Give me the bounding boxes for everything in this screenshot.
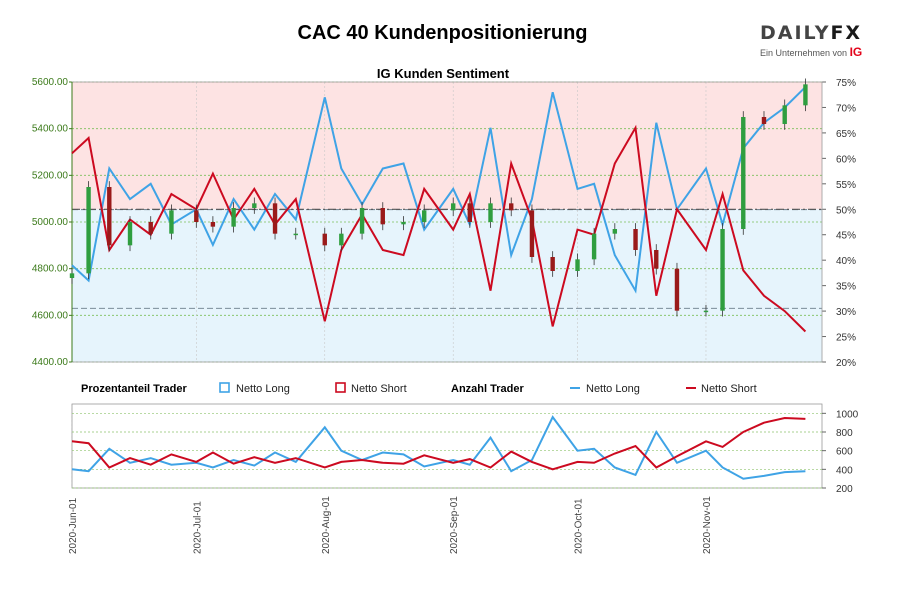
- x-tick-label: 2020-Sep-01: [449, 496, 460, 554]
- series-netto-long-count: [71, 415, 806, 480]
- brand-tagline-text: Ein Unternehmen von: [760, 48, 848, 58]
- y-right-tick: 75%: [836, 78, 856, 89]
- candle-body: [591, 233, 597, 260]
- x-tick-label: 2020-Aug-01: [321, 496, 332, 554]
- y-left-tick: 4400.00: [32, 357, 69, 368]
- series-netto-short-pct: [71, 124, 807, 333]
- y-left-tick: 5400.00: [32, 124, 69, 135]
- legend-label-long-count: Netto Long: [586, 383, 640, 395]
- brand-name: DAILYFX: [760, 22, 870, 44]
- page-title: CAC 40 Kundenpositionierung: [297, 22, 588, 44]
- legend-group-percent: Prozentanteil Trader: [81, 383, 187, 395]
- y-left-tick: 4800.00: [32, 264, 69, 275]
- candle-body: [69, 273, 75, 278]
- legend-swatch-short-pct: [335, 382, 346, 393]
- y-right-tick: 70%: [836, 103, 856, 114]
- brand-name-part2: FX: [830, 22, 863, 44]
- candle-body: [339, 233, 344, 246]
- candle-body: [575, 259, 580, 271]
- candle-body: [272, 203, 278, 234]
- candle-body: [612, 229, 618, 234]
- candle-body: [741, 117, 746, 229]
- candle-body: [322, 233, 327, 246]
- candle-body: [86, 187, 91, 274]
- brand-tagline: Ein Unternehmen von IG: [760, 45, 870, 59]
- legend-label-short-count: Netto Short: [701, 383, 757, 395]
- candle-body: [654, 250, 659, 269]
- candle-body: [782, 105, 787, 124]
- candle-body: [210, 222, 216, 227]
- candle-body: [169, 210, 174, 234]
- count-panel-frame: [71, 403, 823, 489]
- y-right-tick: 55%: [836, 180, 856, 191]
- chart-subtitle: IG Kunden Sentiment: [377, 66, 510, 81]
- y-right-tick: 40%: [836, 256, 856, 267]
- candle-body: [703, 310, 709, 313]
- brand-name-part1: DAILY: [760, 22, 831, 44]
- legend-label-long-pct: Netto Long: [236, 383, 290, 395]
- count-y-tick: 1000: [836, 409, 859, 420]
- candle-body: [127, 222, 133, 246]
- candle-body: [451, 203, 456, 211]
- candle-body: [107, 187, 112, 246]
- candle-body: [467, 203, 472, 222]
- y-right-tick: 35%: [836, 282, 856, 293]
- candle-body: [550, 257, 555, 271]
- legend-label-short-pct: Netto Short: [351, 383, 407, 395]
- candle-body: [761, 117, 767, 124]
- y-left-tick: 5200.00: [32, 170, 69, 181]
- brand-logo: DAILYFX Ein Unternehmen von IG: [760, 22, 870, 59]
- count-y-tick: 600: [836, 447, 853, 458]
- y-right-tick: 25%: [836, 333, 856, 344]
- candle-body: [488, 203, 493, 222]
- x-tick-label: 2020-Jul-01: [192, 501, 203, 554]
- y-right-tick: 45%: [836, 231, 856, 242]
- candle-body: [401, 222, 406, 225]
- band-net-short: [72, 82, 822, 210]
- candle-body: [194, 210, 199, 222]
- count-y-tick: 200: [836, 484, 853, 495]
- candle-body: [293, 233, 298, 236]
- y-left-tick: 4600.00: [32, 310, 69, 321]
- candle-body: [148, 222, 153, 234]
- y-right-tick: 20%: [836, 358, 856, 369]
- candle-body: [252, 203, 257, 208]
- candle-body: [359, 208, 365, 234]
- y-right-tick: 50%: [836, 205, 856, 216]
- candle-body: [529, 210, 535, 257]
- x-tick-label: 2020-Nov-01: [702, 496, 713, 554]
- series-netto-short-count: [71, 416, 806, 471]
- y-right-tick: 30%: [836, 307, 856, 318]
- candle-body: [509, 203, 514, 211]
- candle-body: [674, 268, 680, 311]
- legend-swatch-long-pct: [219, 382, 230, 393]
- count-y-tick: 800: [836, 428, 853, 439]
- y-left-tick: 5000.00: [32, 217, 69, 228]
- candle-body: [720, 229, 725, 311]
- candle-body: [380, 208, 385, 225]
- y-right-tick: 60%: [836, 154, 856, 165]
- y-right-tick: 65%: [836, 129, 856, 140]
- band-net-long: [72, 209, 822, 362]
- count-y-tick: 400: [836, 465, 853, 476]
- brand-ig: IG: [849, 45, 863, 59]
- candle-body: [422, 210, 427, 222]
- candle-body: [231, 208, 236, 227]
- candle-body: [803, 84, 808, 106]
- x-tick-label: 2020-Oct-01: [574, 498, 585, 554]
- legend-group-count: Anzahl Trader: [451, 383, 524, 395]
- y-left-tick: 5600.00: [32, 77, 69, 88]
- x-tick-label: 2020-Jun-01: [68, 497, 79, 554]
- candle-body: [633, 229, 638, 250]
